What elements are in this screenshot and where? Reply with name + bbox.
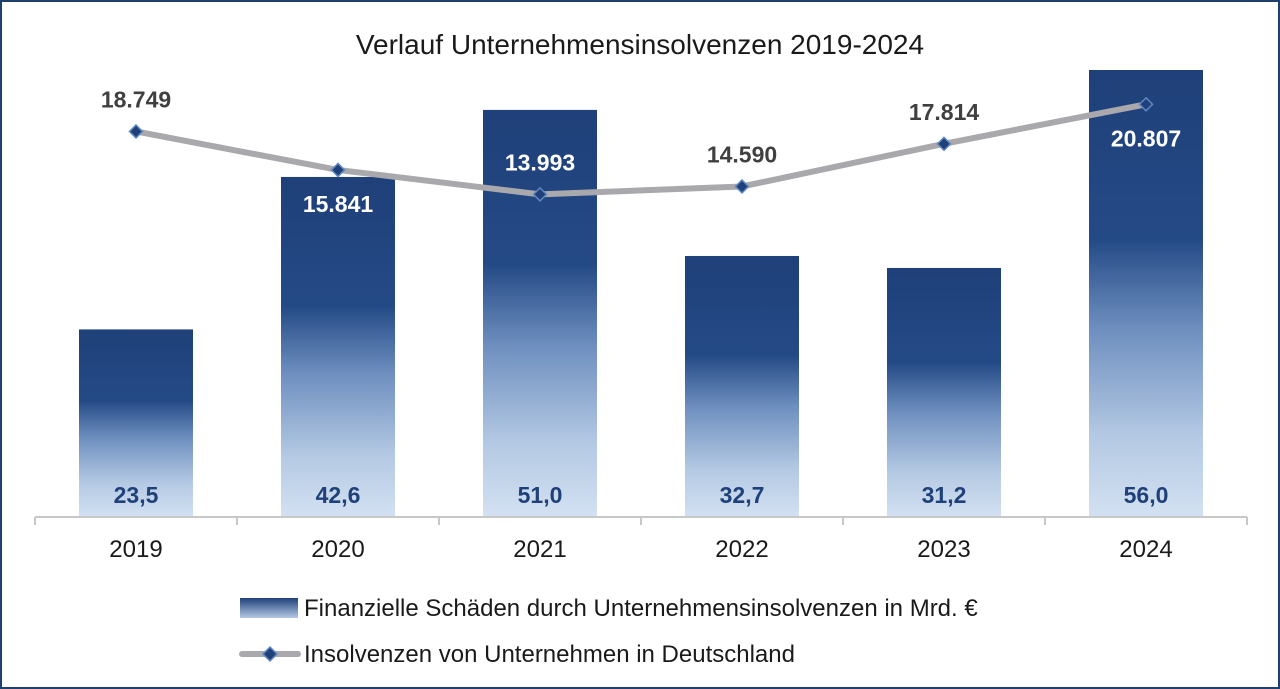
bar-value-label-2023: 31,2 <box>922 482 967 508</box>
x-tick-label-2024: 2024 <box>1119 536 1172 563</box>
bar-2021 <box>483 109 597 518</box>
line-markers-layer <box>128 96 1154 202</box>
bar-value-label-2022: 32,7 <box>720 482 765 508</box>
line-value-label-2019: 18.749 <box>101 86 171 112</box>
line-value-label-2021: 13.993 <box>505 149 575 175</box>
bar-value-label-2024: 56,0 <box>1124 482 1169 508</box>
bars-layer <box>79 69 1203 518</box>
legend-bar-label: Finanzielle Schäden durch Unternehmensin… <box>304 595 978 622</box>
line-labels-layer: 18.749 15.841 13.993 14.590 17.814 20.807 <box>101 86 1181 216</box>
bar-2022 <box>685 255 799 517</box>
bar-value-label-2021: 51,0 <box>518 482 563 508</box>
legend-line-label: Insolvenzen von Unternehmen in Deutschla… <box>304 641 795 668</box>
line-value-label-2022: 14.590 <box>707 141 777 167</box>
legend: Finanzielle Schäden durch Unternehmensin… <box>239 595 978 668</box>
legend-bar-swatch <box>240 598 298 618</box>
line-marker-2024 <box>1138 96 1154 112</box>
legend-diamond-icon <box>261 645 279 663</box>
bar-2024 <box>1089 69 1203 517</box>
x-tick-label-2019: 2019 <box>109 536 162 563</box>
line-value-label-2020: 15.841 <box>303 191 374 217</box>
line-marker-2021 <box>532 186 548 202</box>
x-tick-labels: 2019 2020 2021 2022 2023 2024 <box>109 536 1172 563</box>
line-marker-2022 <box>734 178 750 195</box>
line-marker-2019 <box>128 123 144 140</box>
bar-2023 <box>887 267 1001 517</box>
bar-2019 <box>79 329 193 517</box>
bar-labels-layer: 23,5 42,6 51,0 32,7 31,2 56,0 <box>114 482 1169 508</box>
bar-value-label-2019: 23,5 <box>114 482 159 508</box>
line-value-label-2023: 17.814 <box>909 99 980 125</box>
x-tick-label-2021: 2021 <box>513 536 566 563</box>
x-tick-label-2023: 2023 <box>917 536 970 563</box>
x-ticks-layer <box>34 517 1248 525</box>
x-tick-label-2022: 2022 <box>715 536 768 563</box>
insolvency-count-line <box>133 101 1149 198</box>
line-marker-2023 <box>936 136 952 152</box>
line-value-label-2024: 20.807 <box>1111 125 1181 151</box>
chart-title: Verlauf Unternehmensinsolvenzen 2019-202… <box>356 29 924 60</box>
bar-2020 <box>281 176 395 517</box>
x-tick-label-2020: 2020 <box>311 536 364 563</box>
bar-value-label-2020: 42,6 <box>316 482 361 508</box>
line-marker-2020 <box>330 162 346 178</box>
